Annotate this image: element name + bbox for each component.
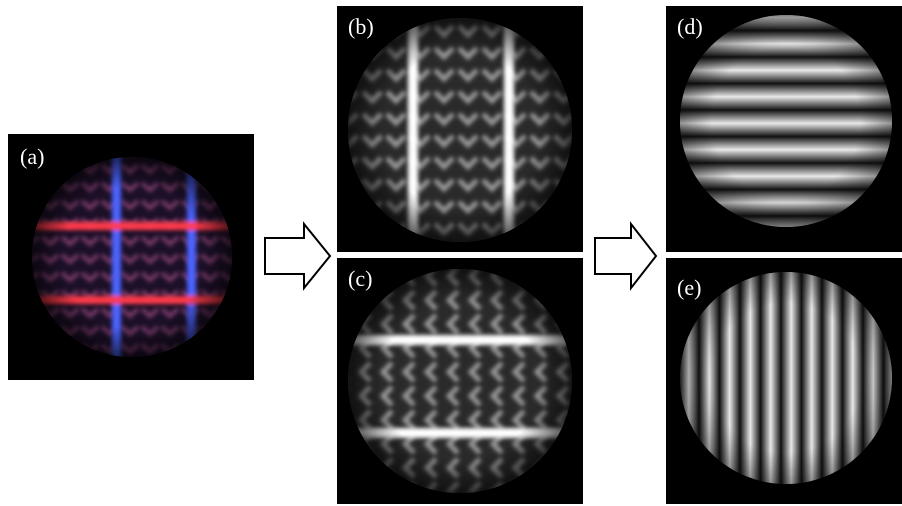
figure: (a) (b) (c) <box>0 0 902 506</box>
panel-e: (e) <box>666 258 902 504</box>
panel-label: (b) <box>348 14 374 39</box>
panel-label: (a) <box>20 144 44 169</box>
panel-c: (c) <box>337 258 583 504</box>
panel-label: (e) <box>677 275 701 300</box>
arrow <box>595 224 656 288</box>
panel-label: (c) <box>348 266 372 291</box>
panel-d: (d) <box>666 6 902 252</box>
panel-a: (a) <box>8 134 254 380</box>
panel-label: (d) <box>677 14 703 39</box>
arrow <box>265 224 330 288</box>
panel-b: (b) <box>337 6 583 252</box>
